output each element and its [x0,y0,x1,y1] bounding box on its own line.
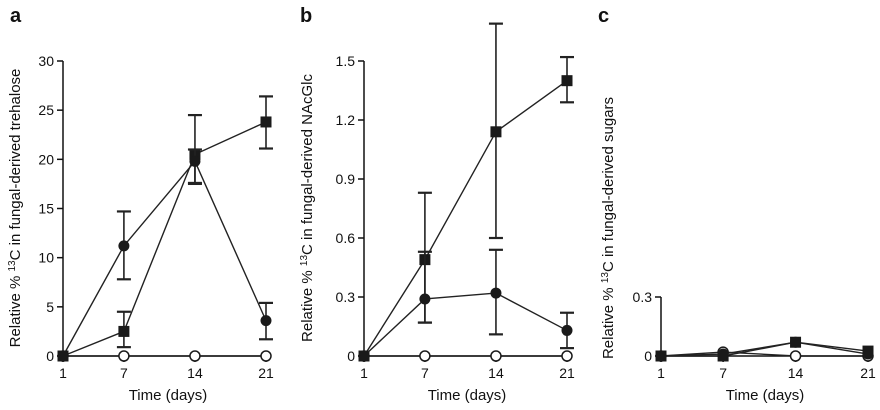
x-tick-label: 14 [788,365,804,381]
x-axis-title-c: Time (days) [726,387,805,404]
axes-a: 0 5 10 15 20 25 30 1 7 14 21 [38,53,274,381]
axes-c: 0 0.3 1 7 14 21 [633,289,876,381]
series-line [660,341,869,357]
svg-text:Relative % 13C in fungal-deriv: Relative % 13C in fungal-derived NAcGlc [299,74,316,342]
svg-text:Relative % 13C in fungal-deriv: Relative % 13C in fungal-derived sugars [600,97,617,359]
y-tick-label: 0 [347,348,355,364]
y-tick-label: 5 [46,299,54,315]
series-line [62,159,267,357]
y-tick-label: 0 [644,348,652,364]
series-line [661,341,869,357]
y-axis-title-superscript: 13 [299,255,310,267]
x-axis-title-a: Time (days) [129,387,208,404]
y-axis-title-superscript: 13 [7,260,18,272]
data-point-filled-circle [655,350,667,362]
panel-letter-c: c [598,5,609,27]
data-point-square [561,75,573,87]
panel-c: c Relative % 13C in fungal-derived sugar… [598,5,876,404]
data-point-open-circle [490,350,502,362]
y-tick-label: 0.9 [336,171,356,187]
data-point-square [118,325,130,337]
data-point-filled-circle [490,287,502,299]
x-tick-label: 21 [559,365,575,381]
y-tick-label: 0 [46,348,54,364]
data-point-open-circle [118,350,130,362]
data-point-filled-circle [419,293,431,305]
y-tick-label: 25 [38,102,54,118]
panel-a: a Relative % 13C in fungal-derived treha… [7,5,274,404]
axes-b: 0 0.3 0.6 0.9 1.2 1.5 1 7 14 21 [336,53,575,381]
x-tick-label: 14 [187,365,203,381]
series-line [62,121,267,357]
data-point-open-circle [260,350,272,362]
y-axis-title-superscript: 13 [600,272,611,284]
data-point-filled-circle [790,336,802,348]
data-point-open-circle [419,350,431,362]
x-axis-title-b: Time (days) [428,387,507,404]
y-axis-title-b: Relative % 13C in fungal-derived NAcGlc [299,74,316,342]
panel-b: b Relative % 13C in fungal-derived NAcGl… [299,5,575,404]
y-axis-title-a: Relative % 13C in fungal-derived trehalo… [7,69,24,348]
y-tick-label: 15 [38,201,54,217]
data-point-open-circle [789,350,802,362]
x-tick-label: 21 [258,365,274,381]
series-line [363,292,568,357]
x-tick-label: 7 [719,365,727,381]
y-tick-label: 0.3 [633,289,653,305]
x-tick-label: 14 [488,365,504,381]
x-tick-label: 7 [421,365,429,381]
panel-letter-a: a [10,5,22,27]
data-point-open-circle [189,350,201,362]
svg-text:Relative % 13C in fungal-deriv: Relative % 13C in fungal-derived trehalo… [7,69,24,348]
y-axis-title-prefix: Relative % [600,283,617,359]
data-point-square [260,116,272,128]
data-point-filled-circle [358,350,370,362]
y-tick-label: 1.2 [336,112,356,128]
data-point-filled-circle [717,348,729,360]
y-axis-title-suffix: C in fungal-derived trehalose [7,69,24,261]
y-tick-label: 30 [38,53,54,69]
data-point-open-circle [561,350,573,362]
panel-letter-b: b [300,5,312,27]
x-tick-label: 7 [120,365,128,381]
y-tick-label: 1.5 [336,53,356,69]
x-tick-label: 1 [59,365,67,381]
data-point-filled-circle [189,155,201,167]
x-tick-label: 1 [360,365,368,381]
data-point-square [490,126,502,138]
y-axis-title-suffix: C in fungal-derived sugars [600,97,617,272]
y-tick-label: 0.6 [336,230,356,246]
marks-b [358,22,574,362]
y-axis-title-prefix: Relative % [299,266,316,342]
y-tick-label: 0.3 [336,289,356,305]
data-point-filled-circle [561,324,573,336]
y-axis-title-suffix: C in fungal-derived NAcGlc [299,74,316,255]
y-tick-label: 10 [38,250,54,266]
series-line [660,351,868,357]
data-point-filled-circle [260,315,272,327]
data-point-filled-circle [862,348,874,360]
y-axis-title-c: Relative % 13C in fungal-derived sugars [600,97,617,359]
x-tick-label: 1 [657,365,665,381]
y-tick-label: 20 [38,151,54,167]
data-point-filled-circle [118,240,130,252]
series-line [363,80,568,357]
marks-a [57,95,273,362]
marks-c [655,336,874,362]
x-tick-label: 21 [860,365,876,381]
y-axis-title-prefix: Relative % [7,272,24,348]
data-point-filled-circle [57,350,69,362]
